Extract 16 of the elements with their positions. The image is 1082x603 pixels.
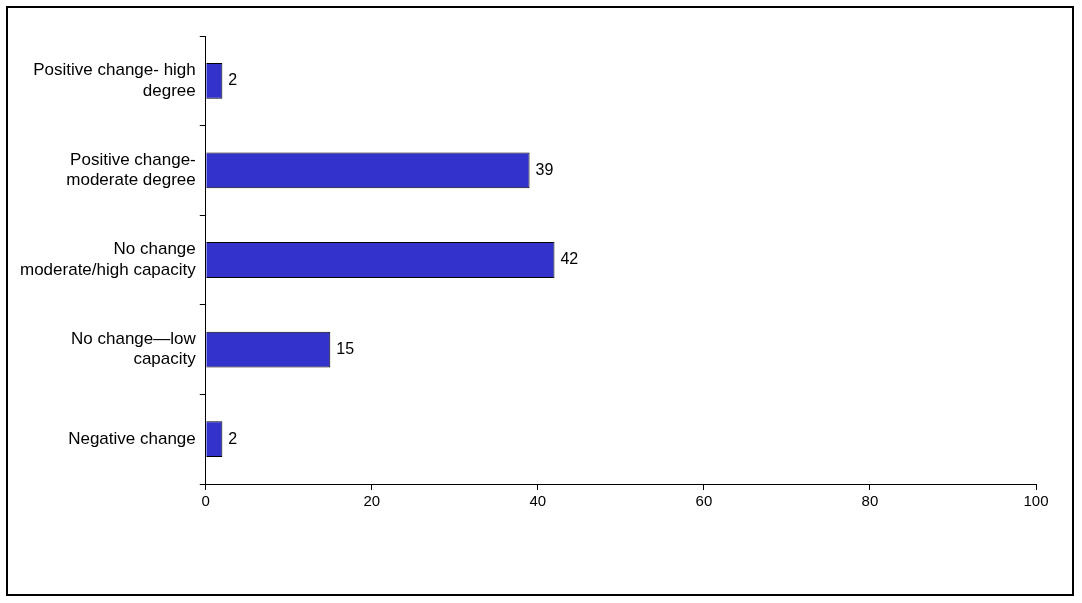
y-tick-label: No change moderate/high capacity xyxy=(19,239,197,279)
data-label: 2 xyxy=(228,71,238,89)
x-tick-label: 0 xyxy=(201,492,210,510)
data-label: 15 xyxy=(336,340,355,358)
data-label: 39 xyxy=(535,160,554,178)
data-label: 2 xyxy=(228,429,238,447)
x-tick-label: 60 xyxy=(695,492,713,510)
y-tick-label: Positive change- moderate degree xyxy=(66,149,196,190)
x-tick-label: 40 xyxy=(529,492,547,510)
x-tick-label: 20 xyxy=(363,492,381,510)
data-label: 42 xyxy=(560,250,579,268)
x-tick-label: 100 xyxy=(1023,492,1049,510)
y-tick-label: No change—low capacity xyxy=(71,329,197,369)
x-tick-label: 80 xyxy=(861,492,879,510)
y-tick-label: Positive change- high degree xyxy=(33,60,196,100)
y-tick-label: Negative change xyxy=(68,428,196,448)
